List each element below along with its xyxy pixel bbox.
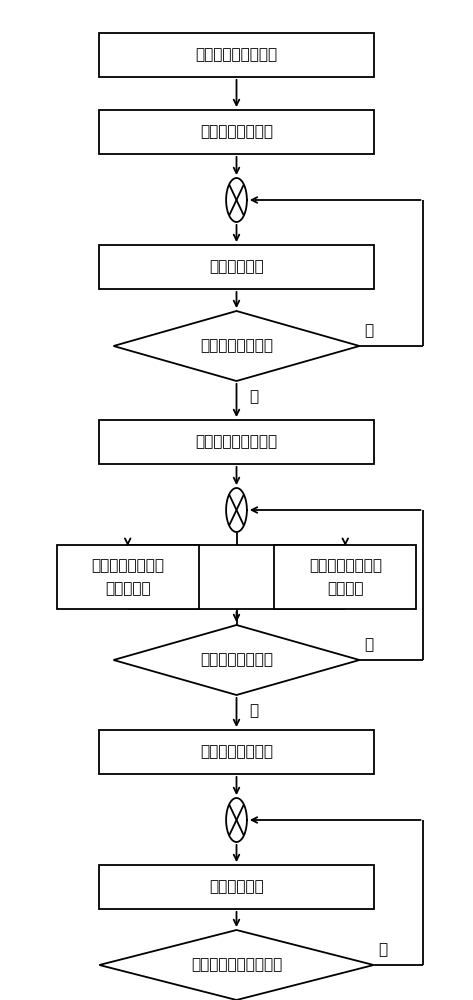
Bar <box>99 110 374 154</box>
Polygon shape <box>226 178 247 222</box>
Text: 是: 是 <box>250 389 259 404</box>
Text: 否: 否 <box>378 942 387 957</box>
Polygon shape <box>114 625 359 695</box>
Text: 离轨弧段计算: 离轨弧段计算 <box>209 259 264 274</box>
Text: 横侧向制导确定倾: 横侧向制导确定倾 <box>309 558 382 573</box>
Polygon shape <box>226 488 247 532</box>
Text: 否: 否 <box>364 323 373 338</box>
Text: 纵向制导数值预测: 纵向制导数值预测 <box>91 558 164 573</box>
Text: 是否满足目标轨道条件: 是否满足目标轨道条件 <box>191 958 282 972</box>
Text: 否: 否 <box>364 637 373 652</box>
Text: 升轨弧段计算: 升轨弧段计算 <box>209 880 264 894</box>
Text: 是否满足出口条件: 是否满足出口条件 <box>200 652 273 668</box>
Polygon shape <box>114 311 359 381</box>
Text: 是否满足入口条件: 是否满足入口条件 <box>200 338 273 354</box>
Text: 气动力辅助变轨机动: 气动力辅助变轨机动 <box>195 434 278 450</box>
Bar <box>99 420 374 464</box>
Text: 计算升轨机动脉冲: 计算升轨机动脉冲 <box>200 744 273 760</box>
Text: 是: 是 <box>250 703 259 718</box>
Bar <box>99 245 374 289</box>
Bar <box>99 865 374 909</box>
Polygon shape <box>226 798 247 842</box>
Text: 给定初值、仿真开始: 给定初值、仿真开始 <box>195 47 278 62</box>
Bar <box>57 545 199 609</box>
Text: 计算离轨机动脉冲: 计算离轨机动脉冲 <box>200 124 273 139</box>
Text: 侧角方向: 侧角方向 <box>327 581 364 596</box>
Bar <box>99 730 374 774</box>
Bar <box>99 33 374 77</box>
Polygon shape <box>99 930 374 1000</box>
Text: 倾侧角幅值: 倾侧角幅值 <box>105 581 150 596</box>
Bar <box>274 545 416 609</box>
